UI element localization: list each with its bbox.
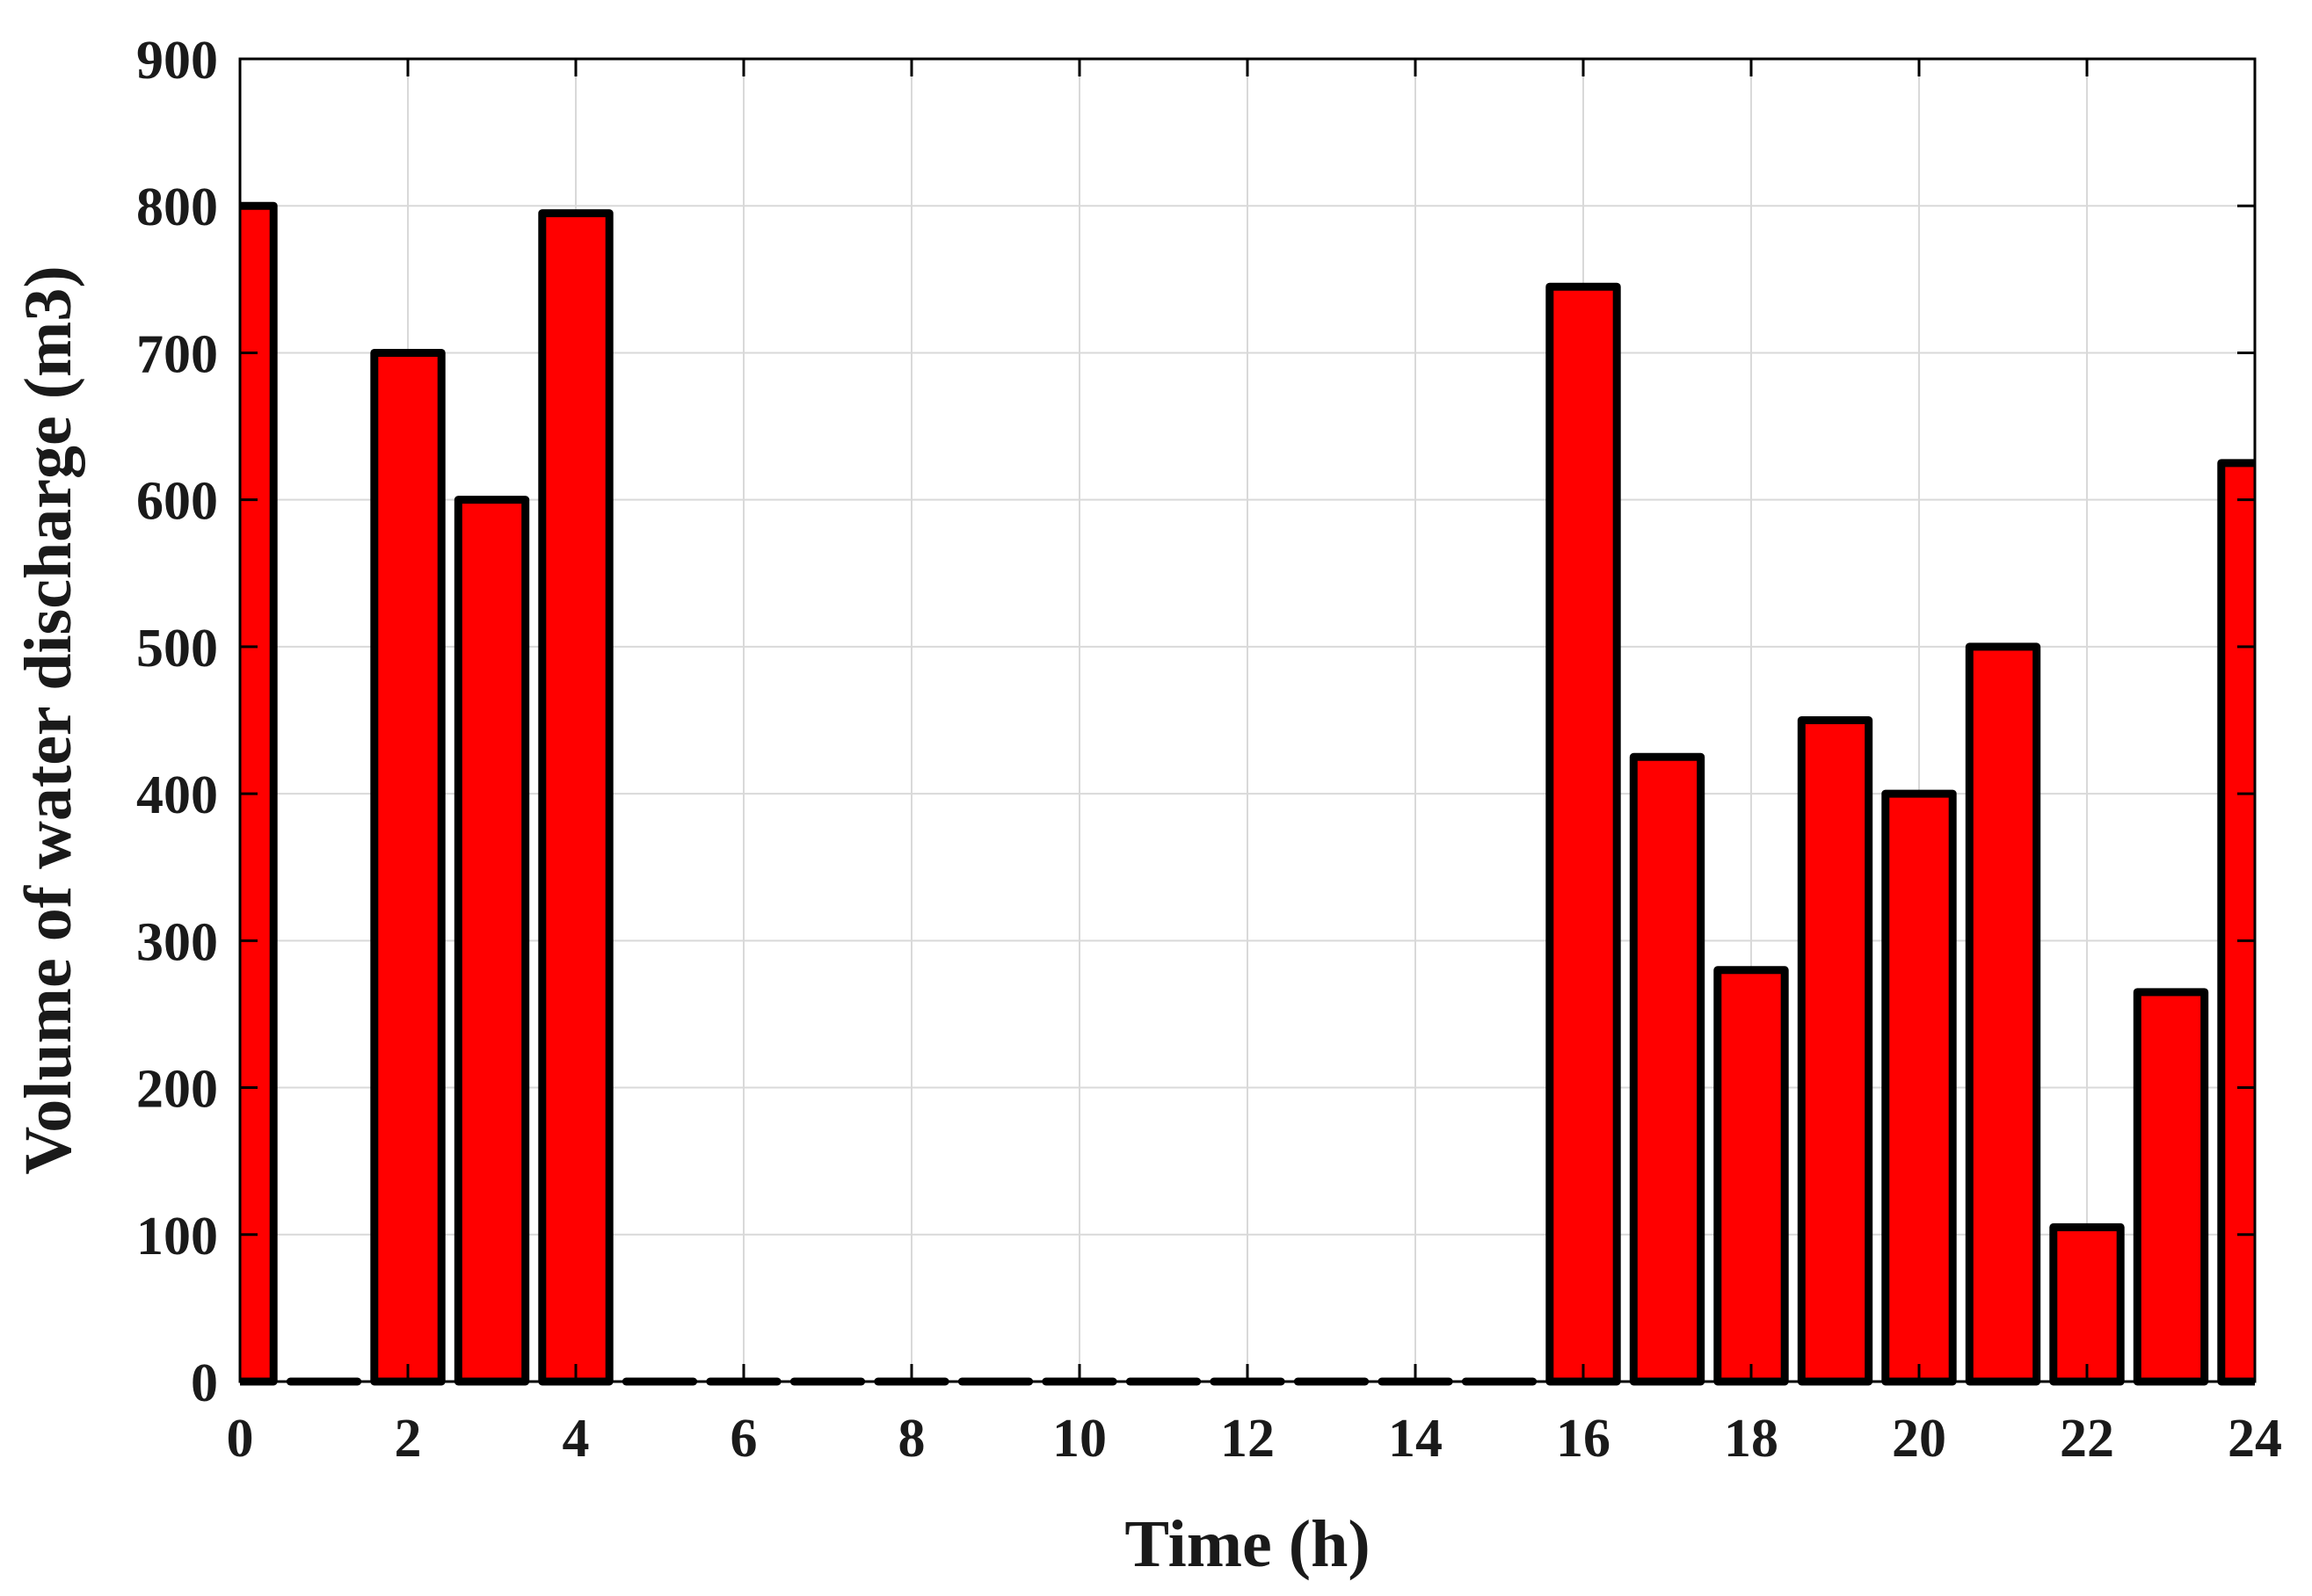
x-tick-label: 8 [898, 1409, 926, 1469]
y-tick-label: 100 [136, 1207, 218, 1266]
x-tick-label: 10 [1052, 1409, 1107, 1469]
tick-marks [238, 57, 2257, 1383]
bar-19 [1797, 716, 1873, 1386]
y-tick-labels: 0 100 200 300 400 500 600 700 800 900 [136, 31, 218, 1413]
y-tick-label: 600 [136, 472, 218, 532]
x-tick-label: 22 [2060, 1409, 2114, 1469]
y-tick-label: 700 [136, 324, 218, 384]
y-tick-label: 500 [136, 619, 218, 678]
bar-17 [1629, 752, 1705, 1386]
bar-4 [538, 209, 614, 1386]
y-tick-label: 300 [136, 912, 218, 972]
x-axis-title: Time (h) [1124, 1507, 1370, 1581]
x-tick-label: 6 [731, 1409, 758, 1469]
bar-16 [1545, 282, 1621, 1386]
x-tick-label: 12 [1220, 1409, 1275, 1469]
x-tick-label: 14 [1388, 1409, 1443, 1469]
x-tick-label: 2 [395, 1409, 422, 1469]
y-tick-label: 0 [191, 1353, 218, 1413]
x-tick-label: 20 [1892, 1409, 1946, 1469]
bar-22 [2049, 1222, 2125, 1386]
bar-21 [1965, 642, 2041, 1386]
x-tick-label: 18 [1724, 1409, 1778, 1469]
bar-20 [1881, 789, 1957, 1386]
y-tick-label: 400 [136, 765, 218, 825]
y-tick-label: 800 [136, 178, 218, 237]
x-tick-label: 4 [563, 1409, 590, 1469]
y-tick-label: 900 [136, 31, 218, 91]
bar-18 [1713, 966, 1789, 1386]
y-axis-title: Volume of water discharge (m3) [11, 265, 85, 1174]
bar-23 [2133, 988, 2209, 1386]
x-tick-label: 16 [1556, 1409, 1610, 1469]
x-tick-label: 24 [2228, 1409, 2282, 1469]
x-tick-label: 0 [227, 1409, 254, 1469]
bar-3 [454, 496, 530, 1386]
bar-2 [370, 348, 446, 1386]
bar-24 [2217, 459, 2255, 1386]
x-tick-labels: 0 2 4 6 8 10 12 14 16 18 20 22 24 [227, 1409, 2283, 1469]
y-tick-label: 200 [136, 1060, 218, 1120]
